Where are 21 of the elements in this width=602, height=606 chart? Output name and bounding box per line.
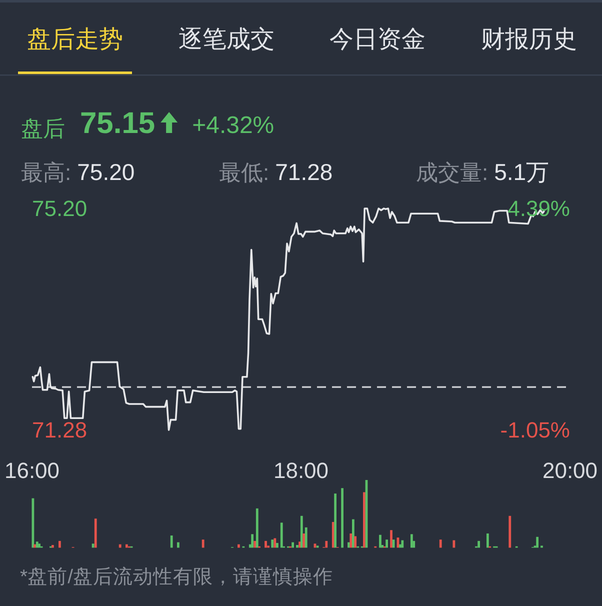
quote-change: +4.32%: [192, 112, 274, 139]
stat-label: 成交量:: [416, 160, 488, 185]
x-tick-label: 18:00: [273, 458, 329, 483]
y2-tick-label: -1.05%: [500, 418, 570, 442]
y-tick-label: 71.28: [32, 418, 88, 442]
stat-value: 5.1万: [494, 159, 550, 185]
stat-value: 75.20: [77, 159, 135, 185]
stat-label: 最低:: [219, 160, 270, 185]
stat-value: 71.28: [275, 159, 333, 185]
tab-label: 盘后走势: [27, 26, 123, 53]
tab-label: 财报历史: [480, 26, 577, 53]
quote-label: 盘后: [21, 116, 65, 141]
y2-tick-label: 4.39%: [508, 196, 570, 221]
footnote: *盘前/盘后流动性有限，请谨慎操作: [20, 566, 334, 588]
quote-price: 75.15: [80, 107, 156, 140]
stat-label: 最高:: [21, 160, 72, 185]
tab-label: 逐笔成交: [178, 26, 274, 53]
tab-label: 今日资金: [330, 26, 426, 53]
x-tick-label: 20:00: [542, 458, 598, 483]
y-tick-label: 75.20: [32, 196, 88, 221]
x-tick-label: 16:00: [4, 458, 60, 483]
